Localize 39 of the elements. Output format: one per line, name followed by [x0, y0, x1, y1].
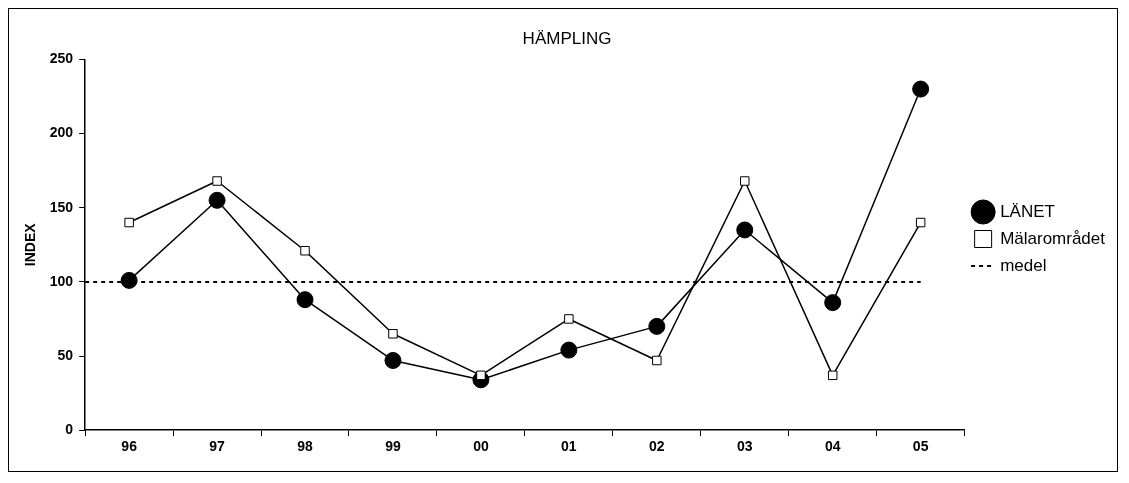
point — [824, 294, 842, 312]
point — [915, 217, 926, 228]
y-tick-label: 250 — [49, 50, 74, 67]
y-tick-label: 0 — [65, 421, 74, 438]
point — [564, 314, 574, 324]
point — [296, 291, 314, 309]
point — [736, 221, 754, 239]
x-tick-label: 00 — [473, 438, 489, 455]
point — [560, 341, 578, 359]
x-tick-label: 96 — [121, 438, 138, 455]
legend-label: Mälarområdet — [1000, 228, 1106, 248]
x-tick-label: 01 — [561, 438, 577, 455]
point — [212, 176, 222, 186]
point — [208, 191, 226, 209]
y-tick-label: 200 — [49, 124, 74, 141]
y-tick-label: 50 — [57, 346, 74, 363]
y-tick-label: 100 — [49, 272, 74, 289]
x-tick-label: 02 — [649, 438, 665, 455]
point — [648, 317, 666, 335]
x-tick-label: 03 — [736, 438, 753, 455]
x-tick-label: 98 — [297, 438, 314, 455]
point — [300, 245, 310, 256]
legend-label: medel — [1000, 255, 1047, 275]
point — [388, 329, 398, 339]
x-tick-label: 04 — [824, 438, 841, 455]
point — [740, 176, 750, 186]
x-tick-label: 99 — [385, 438, 401, 455]
point — [827, 370, 838, 381]
point — [384, 351, 402, 369]
x-tick-label: 05 — [912, 438, 929, 455]
x-tick-label: 97 — [209, 438, 226, 455]
legend-label: LÄNET — [1000, 201, 1055, 221]
point — [120, 271, 138, 289]
point — [124, 217, 134, 228]
point — [652, 355, 662, 366]
chart-title: HÄMPLING — [522, 28, 612, 48]
y-axis-title: INDEX — [22, 222, 39, 267]
point — [912, 80, 930, 98]
y-tick-label: 150 — [49, 198, 74, 215]
